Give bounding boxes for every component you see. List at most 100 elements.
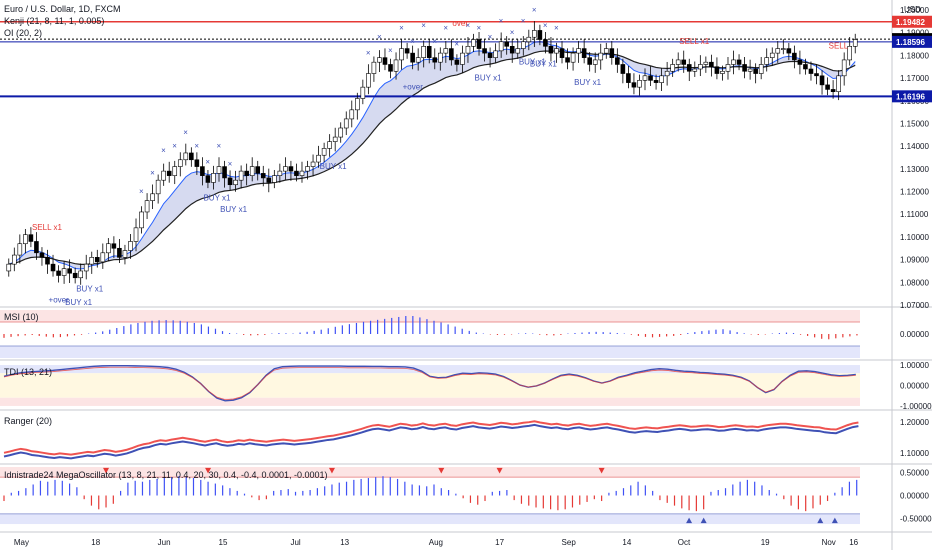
candle-body <box>50 263 56 272</box>
candle-body <box>377 57 382 63</box>
candle-body <box>653 80 659 83</box>
candle-body <box>166 170 172 176</box>
candle-body <box>432 57 438 63</box>
candle-body <box>343 118 349 129</box>
signal-x-marker: × <box>543 21 548 30</box>
signal-x-marker: × <box>161 146 166 155</box>
price-tag-support: 1.16196 <box>896 92 925 101</box>
ranger-lower-line <box>3 423 859 460</box>
price-tick-label: 1.14000 <box>900 142 929 151</box>
candle-body <box>460 52 465 65</box>
signal-label: over <box>452 19 468 28</box>
candle-body <box>775 48 781 54</box>
signal-x-marker: × <box>205 157 210 166</box>
candle-body <box>100 252 106 263</box>
tdi-upper-zone <box>0 365 860 374</box>
candle-body <box>61 268 67 276</box>
ranger-title[interactable]: Ranger (20) <box>4 416 52 426</box>
msi-pane[interactable]: 0.00000 <box>0 310 929 358</box>
candle-body <box>648 75 653 81</box>
candle-body <box>266 177 272 183</box>
time-axis[interactable]: May 18 Jun 15 Jul 13 Aug 17 Sep 14 Oct 19 Nov 16 <box>14 538 859 547</box>
tdi-signal-line <box>3 366 856 401</box>
candle-body <box>703 61 709 65</box>
price-tick-label: 1.07000 <box>900 301 929 310</box>
msi-title[interactable]: MSI (10) <box>4 312 39 322</box>
candle-body <box>150 193 155 201</box>
signal-x-marker: × <box>488 33 493 42</box>
mega-buy-triangle <box>700 517 707 524</box>
candle-body <box>609 48 615 58</box>
candle-body <box>487 52 493 58</box>
candle-body <box>659 75 664 83</box>
candle-body <box>626 73 631 83</box>
candle-body <box>426 46 432 58</box>
candle-body <box>543 39 548 47</box>
megaoscillator-pane[interactable]: 0.50000 0.00000 -0.50000 <box>0 467 932 525</box>
megaoscillator-title[interactable]: Idnistrade24 MegaOscillator (13, 8, 21, … <box>4 470 328 480</box>
tdi-tick-label: 0.00000 <box>900 382 929 391</box>
signal-x-marker: × <box>521 17 526 26</box>
candle-body <box>709 61 714 68</box>
candle-body <box>366 73 371 88</box>
candle-body <box>753 68 758 74</box>
candle-body <box>720 70 725 74</box>
price-tag-level-bg <box>892 35 932 48</box>
signal-x-marker: × <box>183 128 188 137</box>
kenji-indicator-label[interactable]: Kenji (21, 8, 11, 1, 0.005) <box>4 16 104 26</box>
tdi-line <box>3 364 856 402</box>
candle-body <box>576 48 581 54</box>
tdi-tick-label: 1.00000 <box>900 361 929 370</box>
candle-body <box>194 159 200 167</box>
signal-x-marker: × <box>477 23 482 32</box>
candle-body <box>6 263 12 272</box>
candle-body <box>117 247 122 258</box>
candle-body <box>681 59 687 65</box>
candle-body <box>454 59 460 65</box>
oi-indicator-label[interactable]: OI (20, 2) <box>4 28 42 38</box>
time-axis-label: Jul <box>290 538 300 547</box>
candle-body <box>587 57 592 65</box>
candle-body <box>670 64 675 72</box>
signal-x-marker: × <box>510 28 515 37</box>
signal-x-marker: × <box>399 23 404 32</box>
candle-body <box>28 234 34 242</box>
candle-body <box>139 211 144 229</box>
tdi-pane[interactable]: 1.00000 0.00000 -1.00000 <box>0 361 932 411</box>
ranger-pane[interactable]: 1.20000 1.10000 <box>3 418 929 460</box>
signal-x-marker: × <box>421 21 426 30</box>
time-axis-label: Aug <box>429 538 443 547</box>
tdi-title[interactable]: TDI (13, 21) <box>4 367 52 377</box>
signal-label: SELL x1 <box>32 223 62 232</box>
mega-sell-triangle <box>328 467 335 474</box>
signal-x-marker: × <box>150 169 155 178</box>
signal-label: BUY x1 <box>320 162 348 171</box>
signal-x-marker: × <box>465 21 470 30</box>
price-tag-resistance: 1.19482 <box>896 18 925 27</box>
slow-ma-line <box>8 50 856 265</box>
signal-label: BUY x1 <box>76 284 104 293</box>
candle-body <box>781 48 786 50</box>
main-price-pane[interactable]: 1.200001.190001.180001.170001.160001.150… <box>0 5 932 310</box>
candle-body <box>216 166 222 174</box>
mega-buy-triangle <box>831 517 838 524</box>
price-tick-label: 1.12000 <box>900 188 929 197</box>
candle-body <box>72 272 78 279</box>
candle-body <box>272 175 277 183</box>
candle-body <box>836 75 841 92</box>
candle-body <box>371 61 377 74</box>
candle-body <box>532 30 537 38</box>
price-tick-label: 1.18000 <box>900 51 929 60</box>
signal-x-marker: × <box>194 141 199 150</box>
candle-body <box>299 170 305 176</box>
candle-body <box>205 175 211 183</box>
candle-body <box>819 75 825 86</box>
candle-body <box>520 41 526 49</box>
time-axis-label: 13 <box>340 538 349 547</box>
candle-body <box>211 173 216 183</box>
candle-body <box>504 41 509 47</box>
candle-body <box>675 59 681 65</box>
candle-body <box>526 36 532 43</box>
candle-body <box>144 200 150 213</box>
